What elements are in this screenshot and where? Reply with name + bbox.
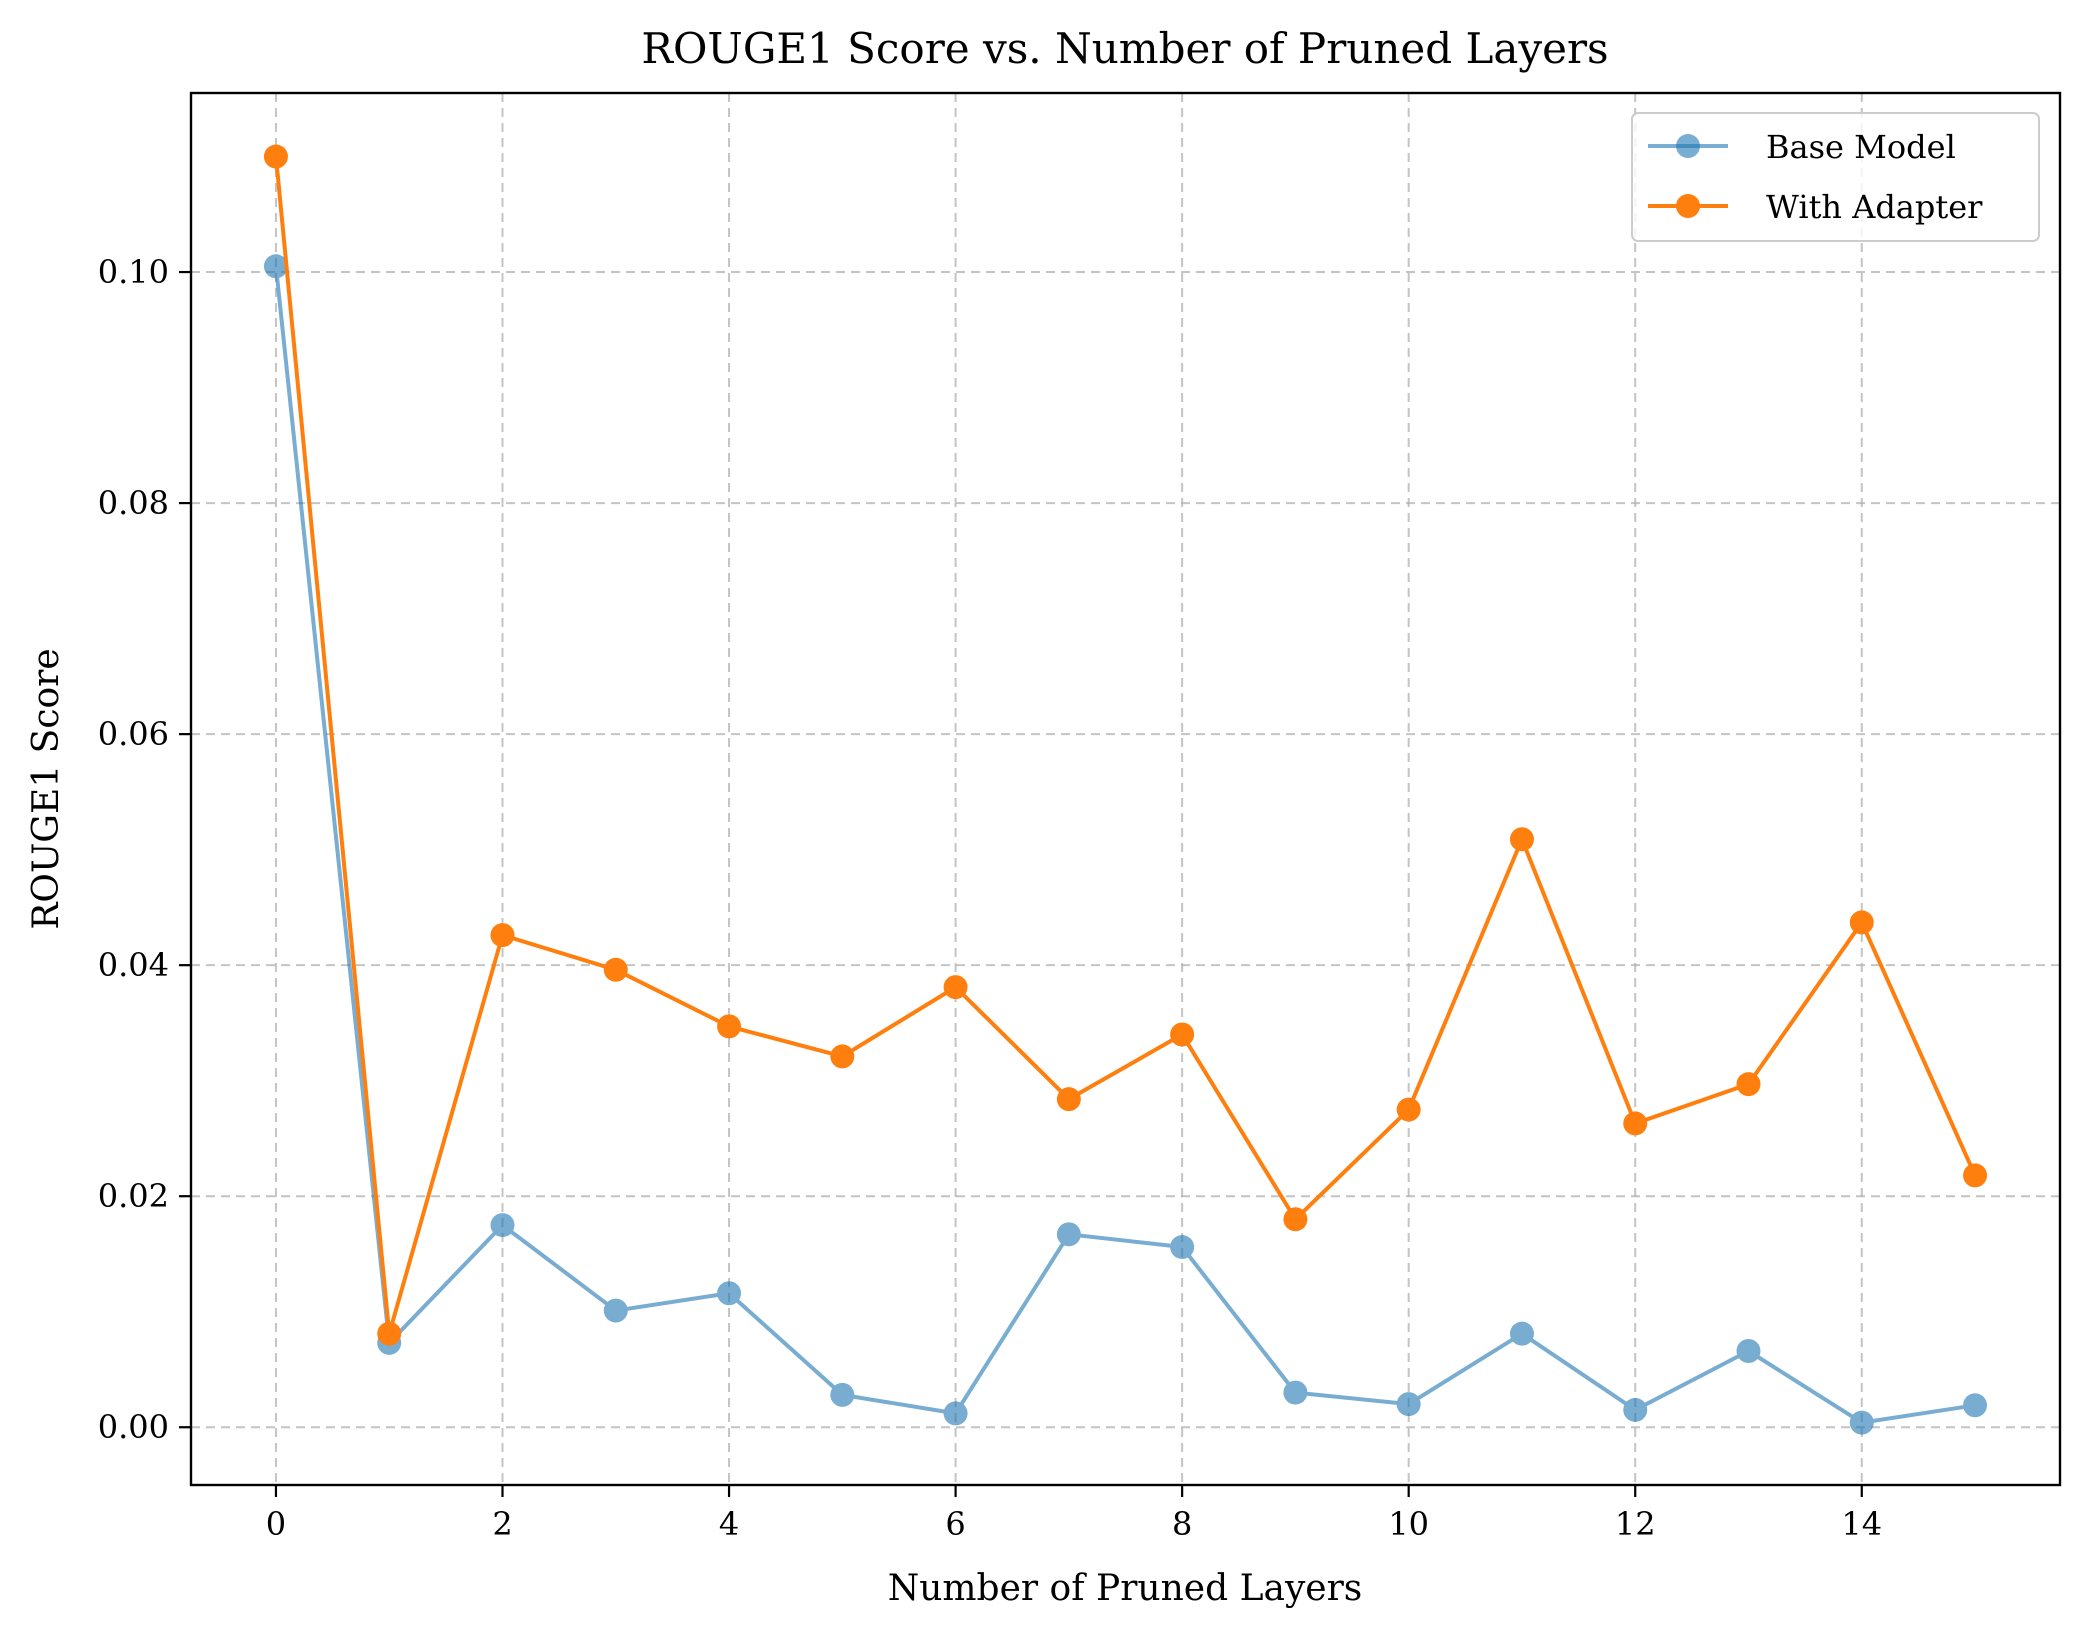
data-point-base-model <box>1056 1222 1081 1247</box>
data-point-base-model <box>1623 1397 1648 1422</box>
data-point-base-model <box>1170 1235 1195 1260</box>
data-point-with-adapter <box>1509 827 1534 852</box>
data-point-with-adapter <box>1056 1087 1081 1112</box>
axis-ticks: 0 2 4 6 8 10 12 14 0.00 0.02 0.04 0.06 0.08 0.10 <box>98 253 1882 1543</box>
data-point-with-adapter <box>603 957 628 982</box>
legend-label-base-model: Base Model <box>1766 128 1956 166</box>
series-group <box>263 144 1988 1435</box>
data-point-base-model <box>1509 1321 1534 1346</box>
legend-label-with-adapter: With Adapter <box>1766 188 1983 226</box>
y-tick-label: 0.02 <box>98 1177 169 1215</box>
data-point-base-model <box>263 254 288 279</box>
data-point-base-model <box>603 1298 628 1323</box>
data-point-with-adapter <box>1283 1207 1308 1232</box>
x-tick-label: 6 <box>945 1505 965 1543</box>
x-axis-label: Number of Pruned Layers <box>888 1568 1363 1609</box>
data-point-with-adapter <box>1396 1097 1421 1122</box>
x-tick-label: 0 <box>266 1505 286 1543</box>
x-tick-label: 8 <box>1172 1505 1192 1543</box>
data-point-base-model <box>830 1382 855 1407</box>
data-point-base-model <box>1283 1380 1308 1405</box>
chart-title: ROUGE1 Score vs. Number of Pruned Layers <box>641 24 1608 73</box>
data-point-with-adapter <box>830 1044 855 1069</box>
y-tick-label: 0.00 <box>98 1408 169 1446</box>
data-point-with-adapter <box>1849 910 1874 935</box>
x-tick-label: 14 <box>1841 1505 1882 1543</box>
data-point-base-model <box>1849 1410 1874 1435</box>
x-tick-label: 2 <box>492 1505 512 1543</box>
legend-marker-with-adapter <box>1676 194 1700 218</box>
plot-frame <box>189 91 2062 1487</box>
data-point-base-model <box>1963 1393 1988 1418</box>
legend: Base Model With Adapter <box>1631 112 2040 242</box>
x-tick-label: 12 <box>1615 1505 1656 1543</box>
data-point-with-adapter <box>943 975 968 1000</box>
data-point-with-adapter <box>717 1014 742 1039</box>
data-point-base-model <box>490 1213 515 1238</box>
data-point-base-model <box>1396 1392 1421 1417</box>
data-point-with-adapter <box>1170 1022 1195 1047</box>
y-tick-label: 0.04 <box>98 946 169 984</box>
data-point-with-adapter <box>1623 1111 1648 1136</box>
x-tick-label: 10 <box>1388 1505 1429 1543</box>
data-point-base-model <box>717 1281 742 1306</box>
data-point-with-adapter <box>377 1321 402 1346</box>
series-with-adapter <box>263 144 1988 1346</box>
y-tick-label: 0.08 <box>98 484 169 522</box>
legend-marker-base-model <box>1676 134 1700 158</box>
series-line-with-adapter <box>273 156 1977 1336</box>
data-point-with-adapter <box>1963 1163 1988 1188</box>
y-tick-label: 0.06 <box>98 715 169 753</box>
data-point-base-model <box>943 1401 968 1426</box>
data-point-with-adapter <box>263 144 288 169</box>
y-tick-label: 0.10 <box>98 253 169 291</box>
legend-frame <box>1631 112 2040 242</box>
data-point-with-adapter <box>490 923 515 948</box>
grid-lines <box>191 93 2060 1485</box>
data-point-with-adapter <box>1736 1072 1761 1097</box>
y-axis-label: ROUGE1 Score <box>26 648 67 929</box>
series-line-base-model <box>273 266 1976 1425</box>
x-tick-label: 4 <box>719 1505 739 1543</box>
data-point-base-model <box>1736 1338 1761 1363</box>
